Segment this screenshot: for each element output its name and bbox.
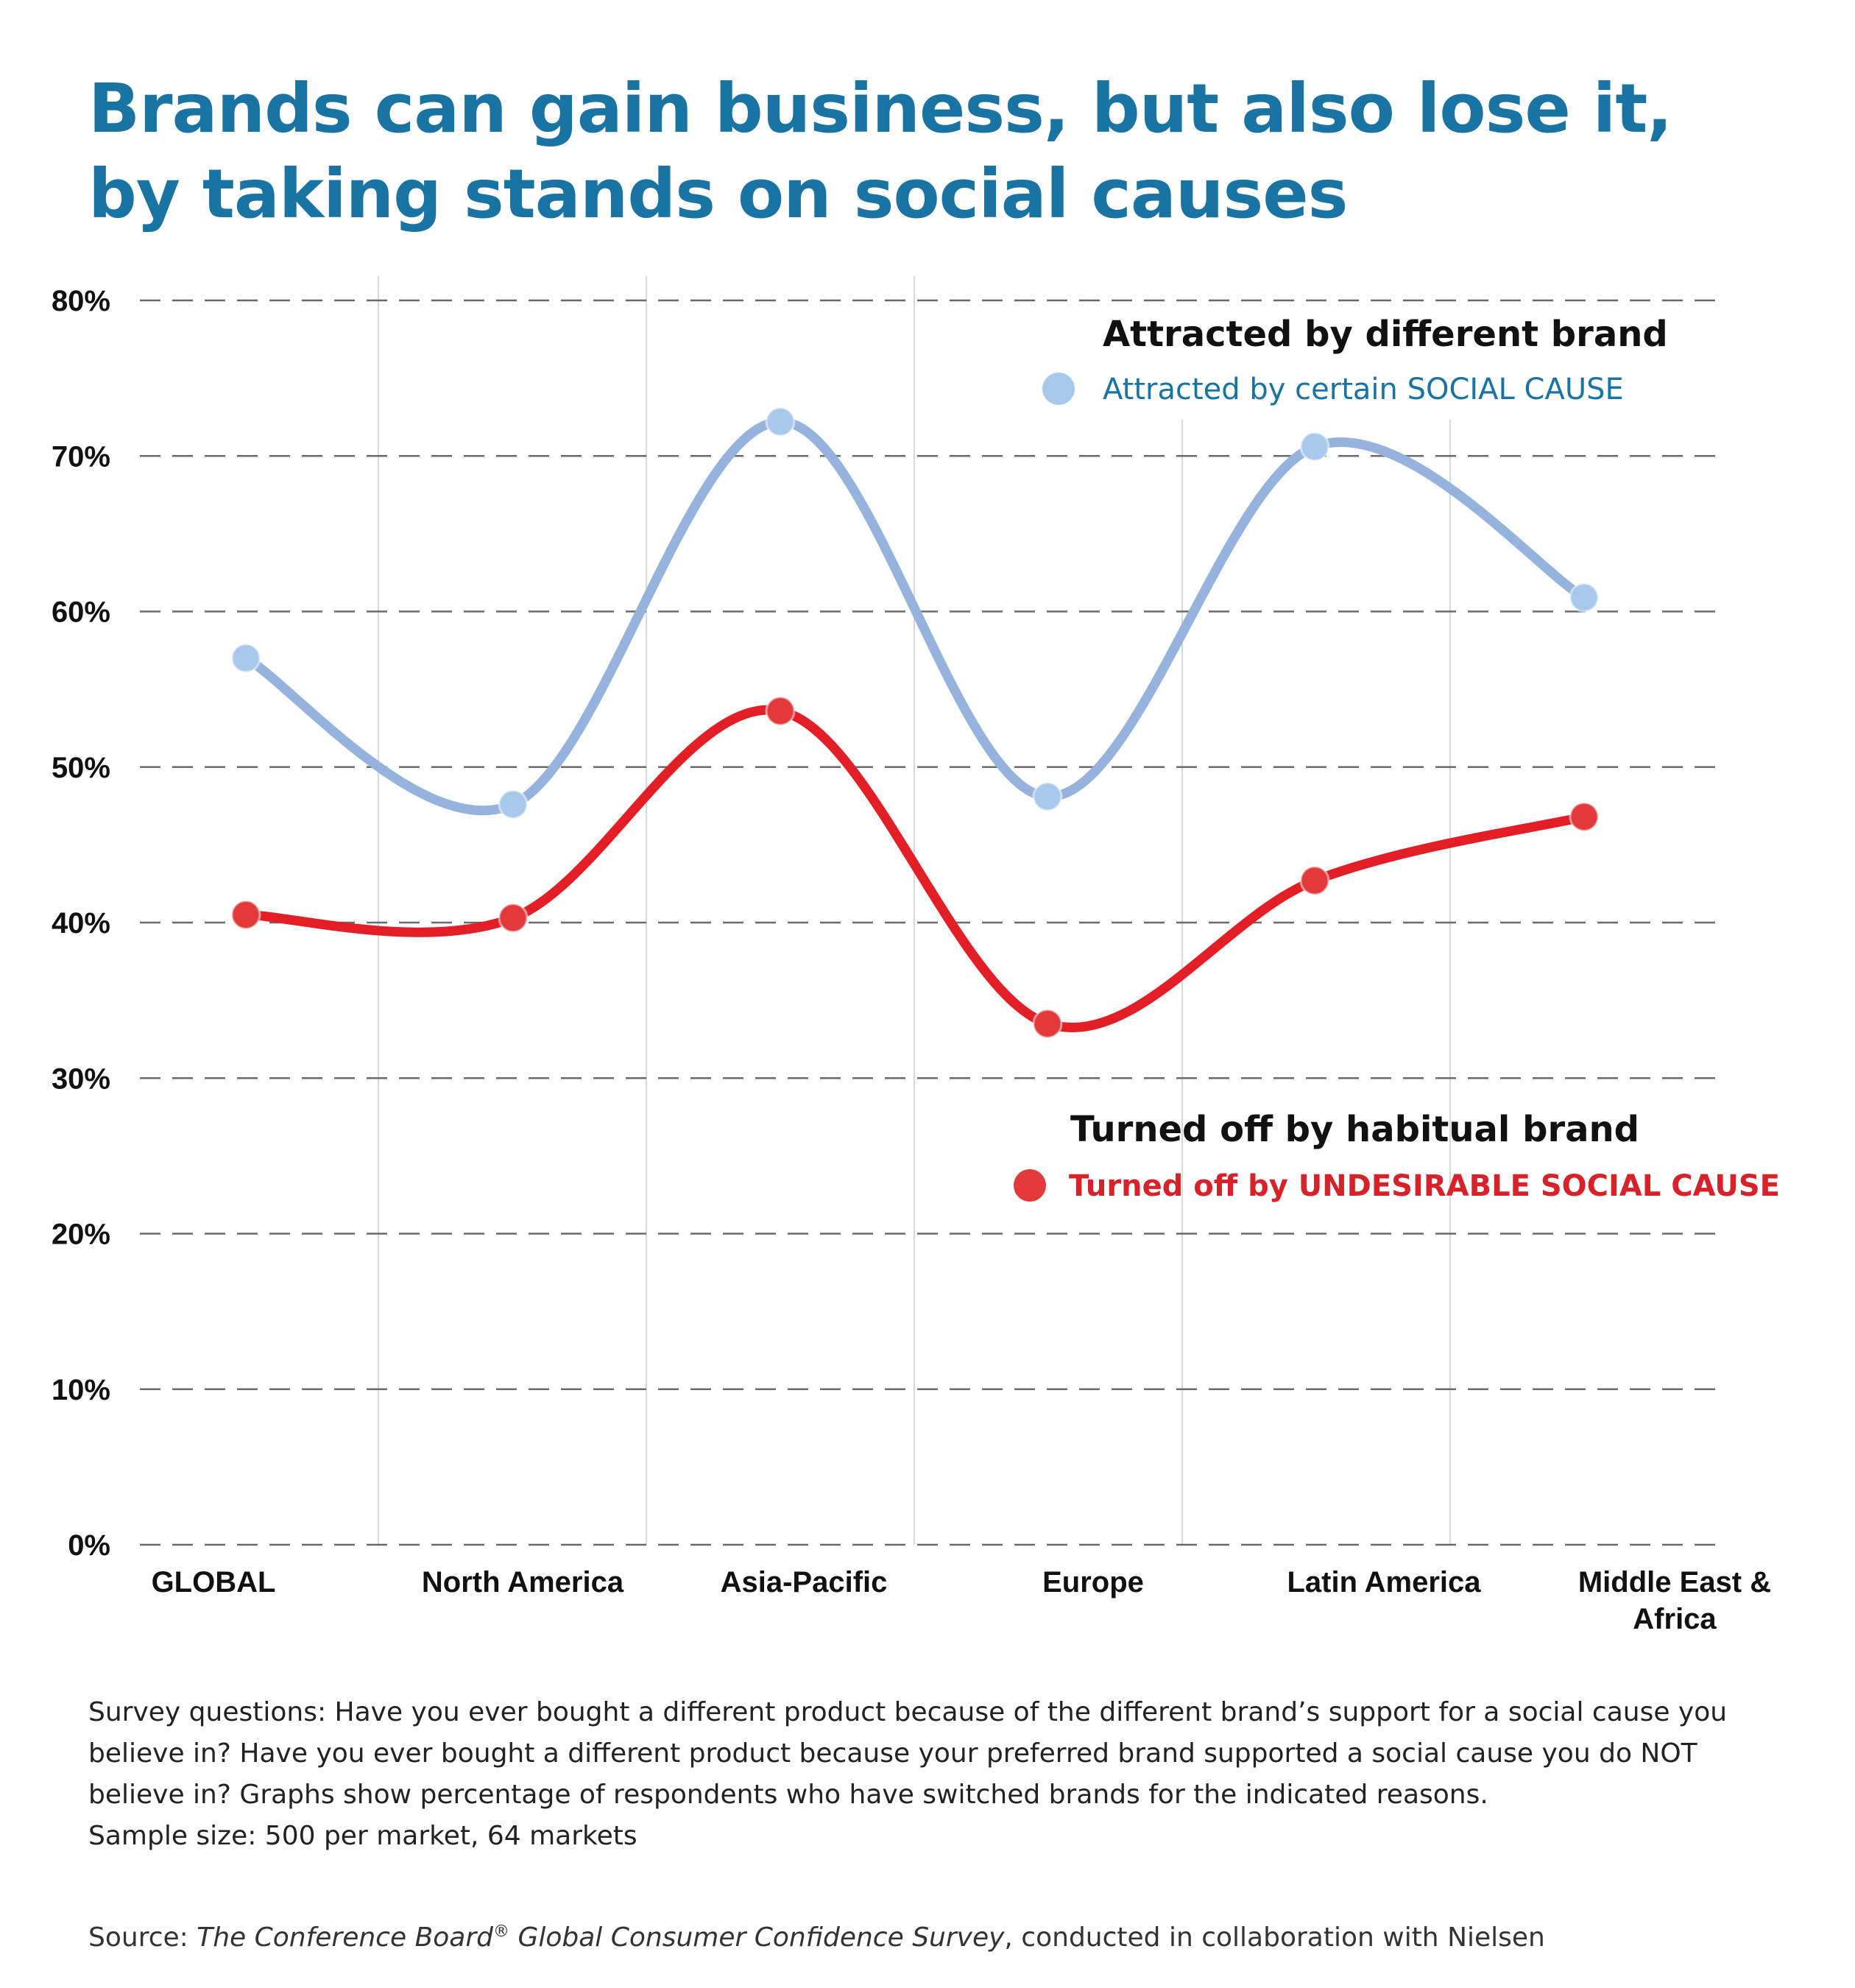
registered-mark: ® xyxy=(493,1922,510,1941)
legend-entry-1: Attracted by different brand Attracted by… xyxy=(1042,314,1668,406)
data-point xyxy=(765,406,796,437)
x-tick-label: Latin America xyxy=(1287,1566,1481,1598)
series-1 xyxy=(230,406,1600,819)
data-point xyxy=(498,789,529,819)
x-tick-label-line: North America xyxy=(422,1566,624,1598)
vertical-gridlines xyxy=(378,276,1451,1545)
x-tick-label-line: Asia-Pacific xyxy=(721,1566,888,1598)
data-point xyxy=(765,696,796,727)
source-prefix: Source: xyxy=(88,1922,197,1953)
legend-heading: Attracted by different brand xyxy=(1103,314,1668,355)
note-line: Survey questions: Have you ever bought a… xyxy=(88,1697,1728,1727)
y-tick-label: 40% xyxy=(52,907,110,940)
source-suffix: , conducted in collaboration with Nielse… xyxy=(1004,1922,1545,1953)
data-point xyxy=(230,643,261,674)
y-tick-label: 10% xyxy=(52,1374,110,1406)
legend-entry-2: Turned off by habitual brand Turned off b… xyxy=(1014,1109,1780,1203)
data-point xyxy=(498,903,529,934)
survey-notes: Survey questions: Have you ever bought a… xyxy=(88,1692,1781,1857)
legend-label: Attracted by certain SOCIAL CAUSE xyxy=(1103,373,1624,406)
line-chart: 0% 10% 20% 30% 40% 50% 60% 70% 80% GLOBAL North A… xyxy=(52,276,1780,1635)
data-point xyxy=(1299,865,1330,896)
x-tick-label-line: Latin America xyxy=(1287,1566,1481,1598)
y-tick-label: 50% xyxy=(52,752,110,784)
legend-marker xyxy=(1014,1169,1046,1202)
legend: Attracted by different brand Attracted by… xyxy=(1014,314,1780,1203)
x-tick-label-line: Europe xyxy=(1042,1566,1144,1598)
series-lines xyxy=(230,406,1600,1039)
y-axis: 0% 10% 20% 30% 40% 50% 60% 70% 80% xyxy=(52,285,110,1562)
note-line: Sample size: 500 per market, 64 markets xyxy=(88,1821,637,1851)
x-tick-label-line: Africa xyxy=(1633,1603,1717,1635)
legend-label: Turned off by UNDESIRABLE SOCIAL CAUSE xyxy=(1069,1169,1780,1203)
data-point xyxy=(230,899,261,930)
y-tick-label: 30% xyxy=(52,1062,110,1095)
data-point xyxy=(1032,781,1063,812)
x-tick-label: Asia-Pacific xyxy=(721,1566,888,1598)
source-org: The Conference Board xyxy=(197,1922,494,1953)
y-tick-label: 20% xyxy=(52,1219,110,1251)
legend-heading: Turned off by habitual brand xyxy=(1070,1109,1639,1150)
note-line: believe in? Graphs show percentage of re… xyxy=(88,1780,1488,1810)
x-tick-label: GLOBAL xyxy=(152,1566,276,1598)
note-line: believe in? Have you ever bought a diffe… xyxy=(88,1738,1697,1769)
x-tick-label: North America xyxy=(422,1566,624,1598)
data-point xyxy=(1569,582,1600,613)
data-point xyxy=(1299,431,1330,462)
y-tick-label: 70% xyxy=(52,440,110,473)
x-tick-label-line: Middle East & xyxy=(1578,1566,1771,1598)
series-2 xyxy=(230,696,1600,1039)
y-tick-label: 80% xyxy=(52,285,110,317)
horizontal-gridlines xyxy=(140,299,1723,1546)
x-tick-label: Middle East & Africa xyxy=(1578,1566,1771,1635)
y-tick-label: 0% xyxy=(68,1529,110,1562)
x-tick-label-line: GLOBAL xyxy=(152,1566,276,1598)
chart-title: Brands can gain business, but also lose … xyxy=(88,69,1672,233)
source-line: Source: The Conference Board® Global Con… xyxy=(88,1914,1781,1956)
legend-marker xyxy=(1042,373,1075,405)
x-axis: GLOBAL North America Asia-Pacific Europe Lat… xyxy=(152,1566,1772,1635)
data-point xyxy=(1032,1008,1063,1039)
data-point xyxy=(1569,801,1600,832)
source-survey: Global Consumer Confidence Survey xyxy=(509,1922,1005,1953)
y-tick-label: 60% xyxy=(52,596,110,629)
x-tick-label: Europe xyxy=(1042,1566,1144,1598)
